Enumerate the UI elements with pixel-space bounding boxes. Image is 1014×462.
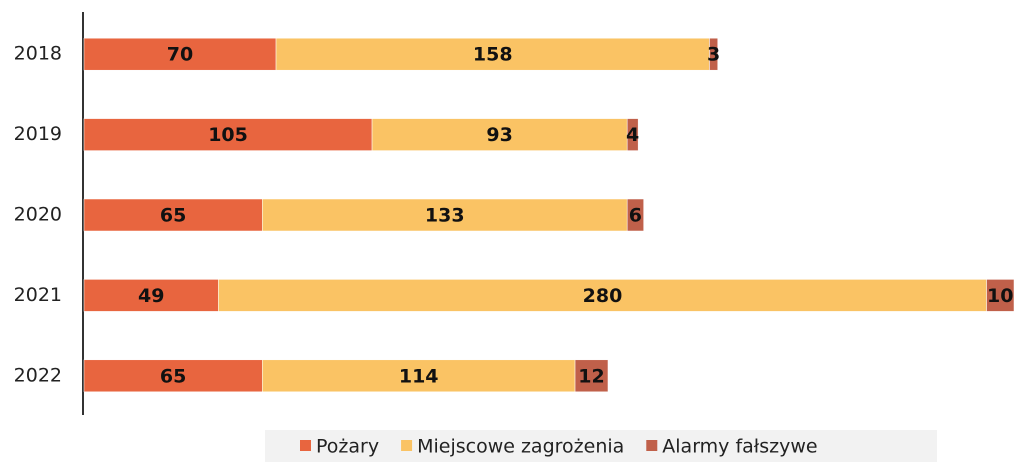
bar-segment xyxy=(574,359,609,393)
bar-segment xyxy=(83,279,219,312)
bar-segment xyxy=(218,279,987,312)
data-label: 3 xyxy=(707,44,720,66)
data-label: 93 xyxy=(486,124,512,146)
data-label: 280 xyxy=(583,285,623,307)
data-label: 105 xyxy=(208,124,248,146)
data-label: 65 xyxy=(160,365,186,387)
legend-swatch xyxy=(646,440,658,451)
bar-segment xyxy=(709,37,718,71)
legend-swatch xyxy=(300,440,311,451)
legend-background xyxy=(265,430,937,462)
data-label: 4 xyxy=(626,124,639,146)
y-tick-label: 2020 xyxy=(14,204,62,226)
data-label: 133 xyxy=(425,205,465,227)
data-label: 6 xyxy=(629,205,642,227)
y-tick-label: 2021 xyxy=(14,284,62,306)
data-label: 70 xyxy=(167,44,193,66)
bar-segment xyxy=(371,118,628,151)
y-tick-label: 2022 xyxy=(14,364,62,386)
y-tick-label: 2019 xyxy=(14,123,62,145)
bar-segment xyxy=(262,198,628,232)
legend-swatch xyxy=(401,440,413,451)
legend-label: Pożary xyxy=(316,436,379,458)
y-tick-label: 2018 xyxy=(14,43,62,65)
data-label: 114 xyxy=(399,365,439,387)
bar-segment xyxy=(83,118,373,151)
data-label: 49 xyxy=(138,285,164,307)
legend-label: Alarmy fałszywe xyxy=(662,436,817,458)
data-label: 158 xyxy=(473,44,513,66)
legend-label: Miejscowe zagrożenia xyxy=(417,436,624,458)
bar-segment xyxy=(83,37,277,71)
bar-segment xyxy=(626,118,639,151)
data-label: 65 xyxy=(160,205,186,227)
bar-segment xyxy=(262,359,576,393)
bar-segment xyxy=(83,359,263,393)
data-label: 10 xyxy=(987,285,1013,307)
bar-segment xyxy=(83,198,263,232)
bar-segment xyxy=(275,37,710,71)
data-label: 12 xyxy=(578,365,604,387)
bar-segment xyxy=(626,198,644,232)
bar-segment xyxy=(986,279,1014,312)
